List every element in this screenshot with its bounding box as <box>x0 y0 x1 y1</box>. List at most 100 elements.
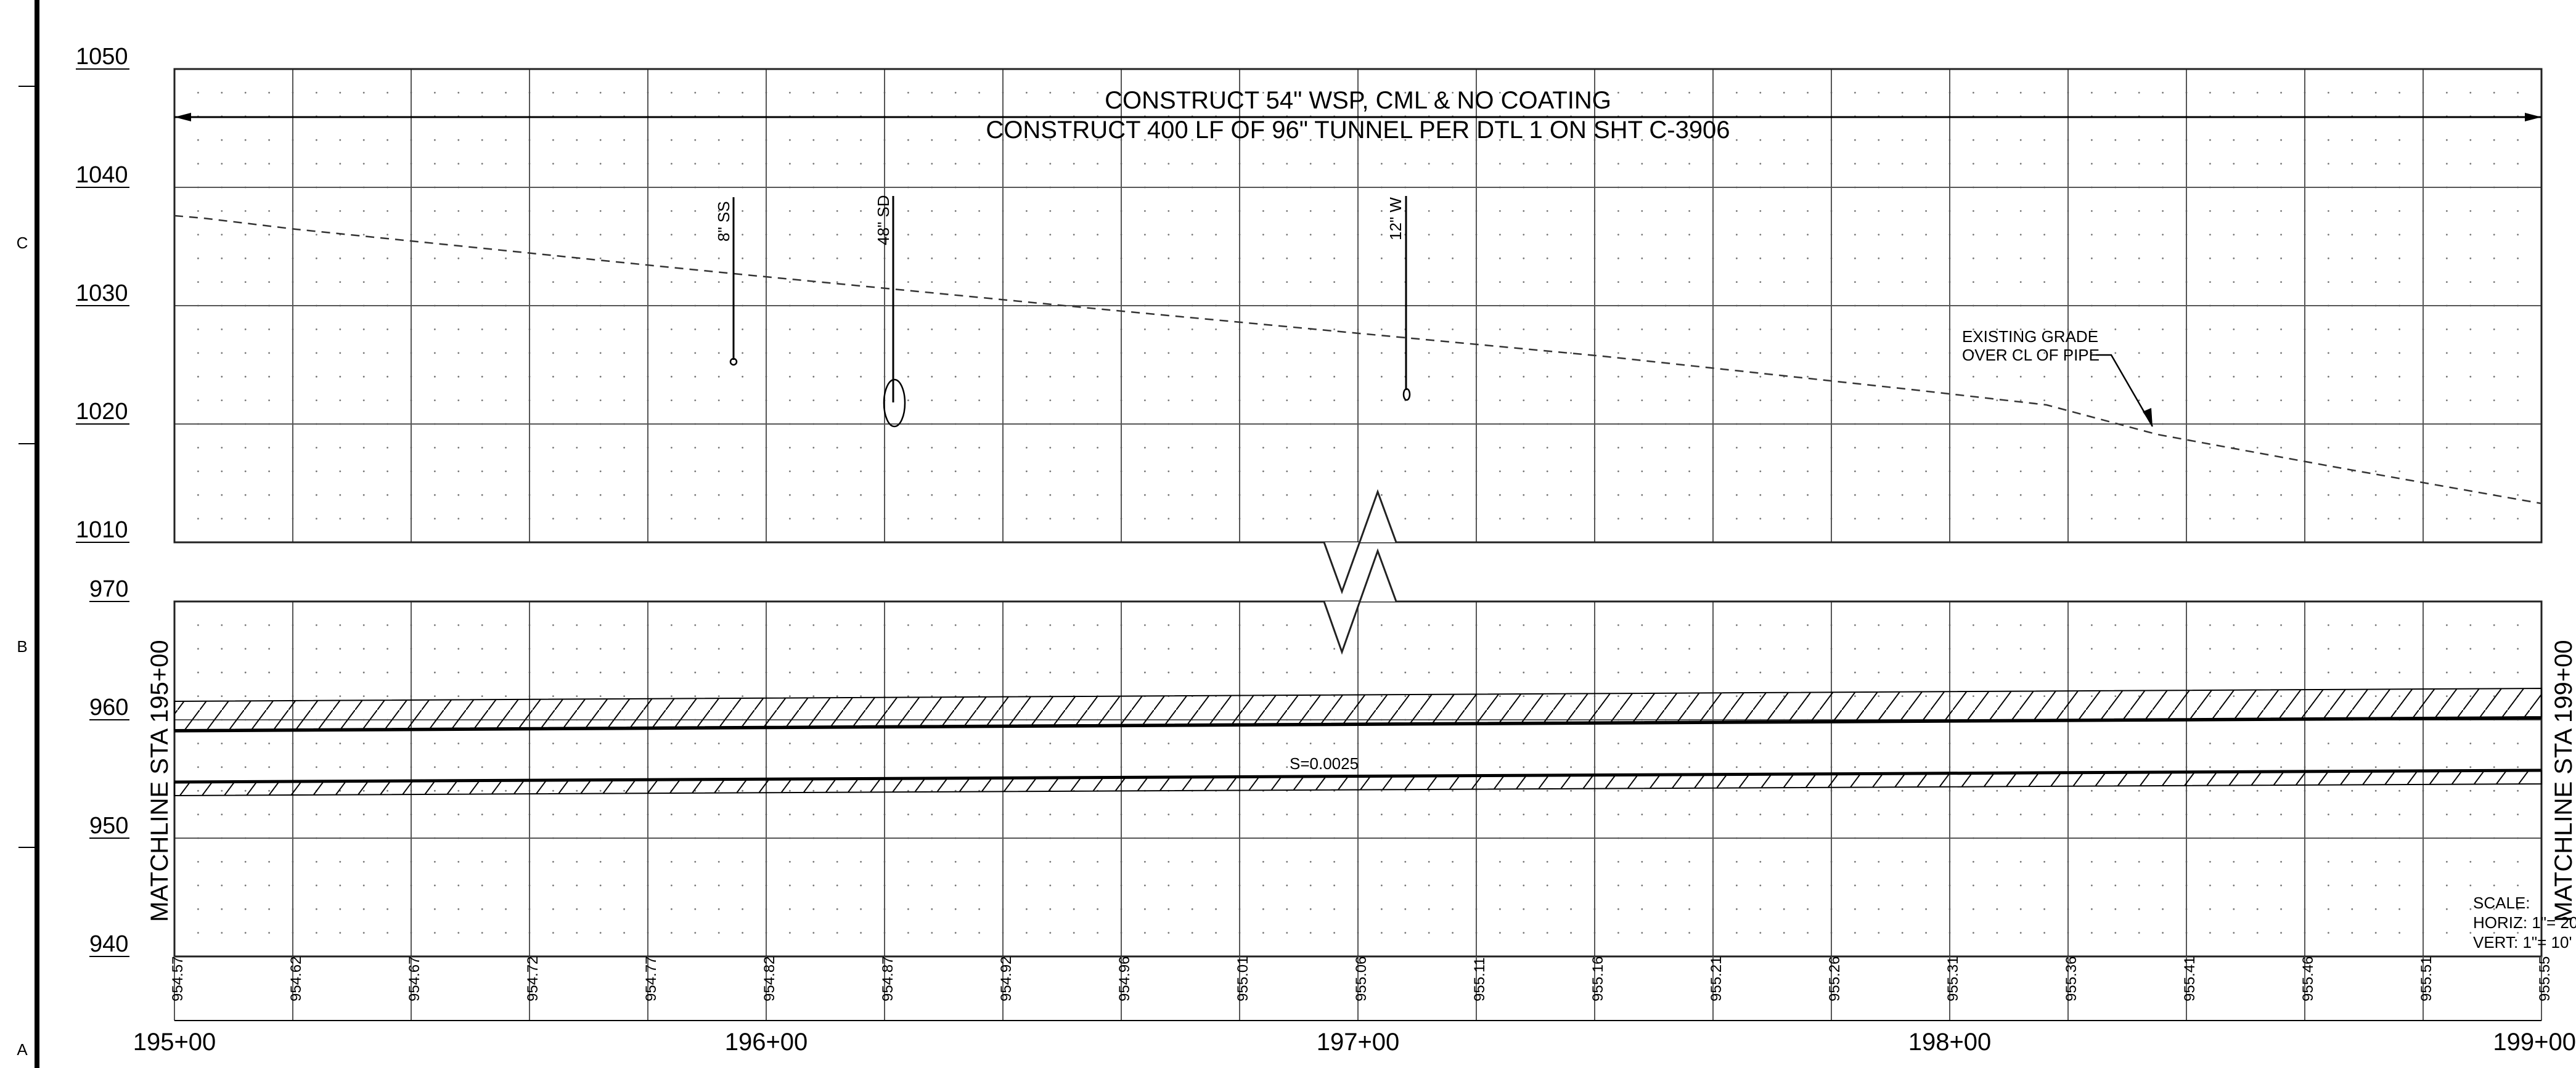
grid-dot <box>2233 92 2235 94</box>
grid-dot <box>2091 92 2093 94</box>
grid-dot <box>2446 92 2448 94</box>
grid-dot <box>1404 908 1407 910</box>
grid-dot <box>1546 624 1548 626</box>
grid-dot <box>2019 328 2022 330</box>
grid-dot <box>268 648 270 650</box>
grid-dot <box>1097 163 1098 165</box>
grid-dot <box>481 861 483 863</box>
grid-dot <box>1925 861 1928 863</box>
grid-dot <box>552 648 554 650</box>
elev-label: 1050 <box>76 44 128 70</box>
grid-dot <box>954 447 957 449</box>
grid-dot <box>386 447 388 449</box>
grid-dot <box>1262 766 1264 768</box>
grid-dot <box>339 884 341 887</box>
grid-dot <box>1097 671 1098 674</box>
grid-dot <box>1499 671 1501 674</box>
grid-dot <box>1925 671 1928 674</box>
grid-dot <box>434 257 436 259</box>
grid-dot <box>1617 281 1619 283</box>
grid-dot <box>481 671 483 674</box>
grid-dot <box>1973 281 1974 283</box>
grid-dot <box>1499 375 1501 378</box>
grid-dot <box>1144 328 1146 330</box>
grid-dot <box>836 163 838 165</box>
grid-dot <box>623 352 625 354</box>
grid-dot <box>718 447 720 449</box>
grid-dot <box>1428 447 1430 449</box>
bottom-elevation-value: 954.62 <box>288 956 305 1001</box>
grid-dot <box>907 932 909 934</box>
grid-dot <box>1144 743 1146 744</box>
grid-dot <box>2162 743 2164 744</box>
grid-dot <box>1664 884 1667 887</box>
grid-dot <box>2114 399 2117 401</box>
grid-dot <box>1878 281 1880 283</box>
grid-dot <box>978 139 980 141</box>
grid-dot <box>1736 352 1738 354</box>
grid-dot <box>1499 139 1501 141</box>
grid-dot <box>2328 884 2329 887</box>
grid-dot <box>1546 210 1548 212</box>
grid-dot <box>2469 210 2472 212</box>
grid-dot <box>481 92 483 94</box>
grid-dot <box>1452 139 1454 141</box>
grid-dot <box>2398 789 2401 792</box>
grid-dot <box>197 257 199 259</box>
grid-dot <box>505 139 507 141</box>
grid-dot <box>623 257 625 259</box>
grid-dot <box>2517 932 2519 934</box>
grid-dot <box>2351 139 2353 141</box>
grid-dot <box>2256 648 2259 650</box>
grid-dot <box>1736 281 1738 283</box>
grid-dot <box>1546 743 1548 744</box>
grid-dot <box>907 671 909 674</box>
grid-dot <box>1759 743 1762 744</box>
grid-dot <box>623 470 625 473</box>
grid-dot <box>1664 789 1667 792</box>
grid-dot <box>1309 375 1312 378</box>
grid-dot <box>1570 328 1572 330</box>
grid-dot <box>2138 789 2140 792</box>
grid-dot <box>978 861 980 863</box>
grid-dot <box>197 908 199 910</box>
grid-dot <box>197 447 199 449</box>
grid-dot <box>2469 281 2472 283</box>
grid-dot <box>1144 813 1146 815</box>
grid-dot <box>1759 494 1762 496</box>
grid-dot <box>1452 789 1454 792</box>
grid-dot <box>2374 352 2377 354</box>
grid-dot <box>860 257 862 259</box>
grid-dot <box>671 494 673 496</box>
grid-dot <box>789 648 791 650</box>
grid-dot <box>1854 210 1856 212</box>
grid-dot <box>694 908 697 910</box>
grid-dot <box>2398 494 2401 496</box>
grid-dot <box>2446 789 2448 792</box>
grid-dot <box>2114 375 2117 378</box>
grid-dot <box>1097 908 1098 910</box>
grid-dot <box>244 518 247 520</box>
grid-dot <box>1783 447 1785 449</box>
grid-dot <box>860 92 862 94</box>
grid-dot <box>1901 884 1903 887</box>
grid-dot <box>2162 139 2164 141</box>
grid-dot <box>2233 399 2235 401</box>
grid-dot <box>1333 352 1336 354</box>
grid-dot <box>1381 234 1383 236</box>
grid-dot <box>268 766 270 768</box>
grid-dot <box>1901 624 1903 626</box>
grid-dot <box>268 281 270 283</box>
grid-dot <box>671 743 673 744</box>
grid-dot <box>836 648 838 650</box>
grid-dot <box>1546 813 1548 815</box>
grid-dot <box>1973 743 1974 744</box>
grid-dot <box>386 932 388 934</box>
station-label: 197+00 <box>1317 1029 1400 1056</box>
grid-dot <box>1049 257 1052 259</box>
grid-dot <box>1097 884 1098 887</box>
grid-dot <box>1286 470 1288 473</box>
grid-dot <box>1049 352 1052 354</box>
grid-dot <box>1073 399 1075 401</box>
grid-dot <box>2114 281 2117 283</box>
